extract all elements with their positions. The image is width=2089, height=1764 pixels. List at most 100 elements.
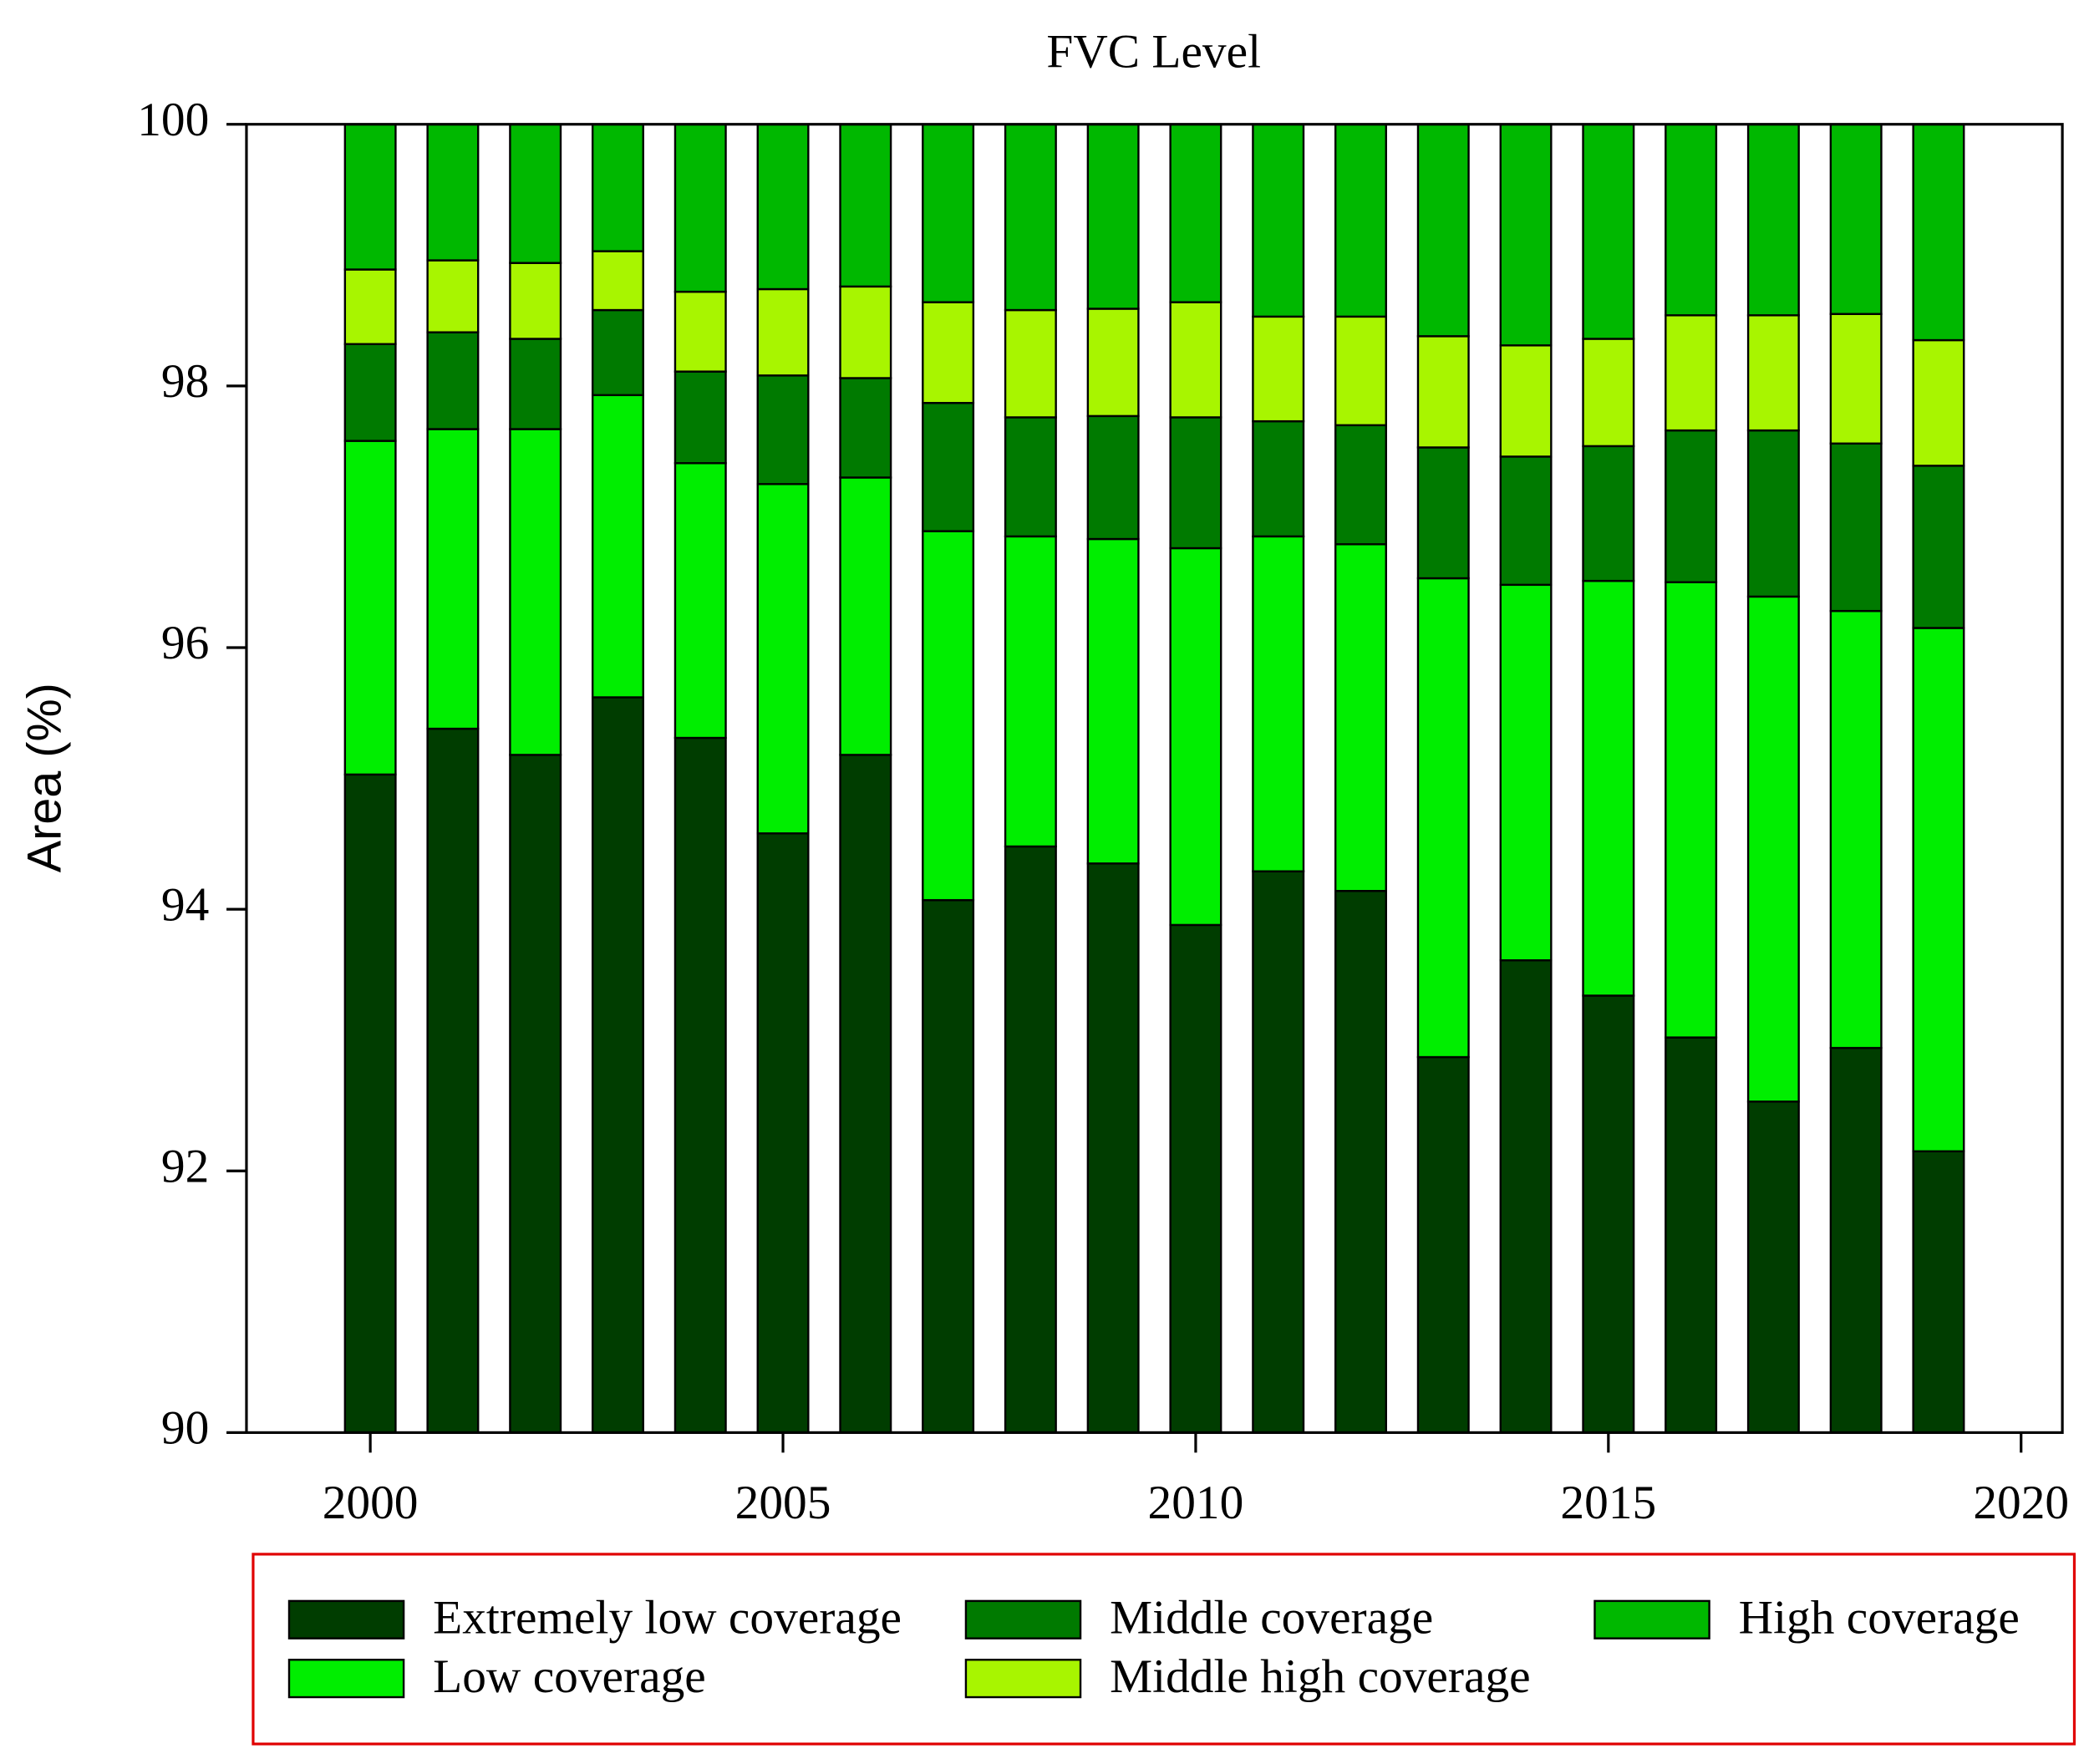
bar-segment — [839, 123, 892, 288]
bar-segment — [591, 250, 644, 312]
bar-segment — [1416, 577, 1470, 1059]
bar-segment — [922, 530, 975, 902]
bar-segment — [1582, 994, 1635, 1434]
bar-segment — [673, 290, 727, 373]
bar-segment — [1004, 845, 1057, 1434]
legend-label: High coverage — [1739, 1592, 2020, 1645]
bar-segment — [1004, 416, 1057, 538]
legend-swatch — [964, 1659, 1082, 1699]
bar-segment — [1665, 314, 1718, 432]
plot-frame — [245, 123, 2064, 1434]
bar-segment — [343, 268, 397, 345]
bar-segment — [673, 123, 727, 293]
bar-segment — [756, 374, 810, 485]
bar-segment — [1829, 1046, 1883, 1434]
bar-segment — [1829, 123, 1883, 315]
bar-segment — [922, 402, 975, 532]
bar-segment — [673, 736, 727, 1434]
bar-segment — [343, 440, 397, 776]
y-tick-label: 100 — [137, 94, 209, 146]
bar-segment — [509, 338, 562, 430]
bar-segment — [1912, 338, 1965, 467]
bar-segment — [756, 287, 810, 377]
bar-segment — [1746, 595, 1800, 1103]
bar-segment — [1665, 581, 1718, 1039]
bar-segment — [1086, 308, 1140, 418]
bar-segment — [673, 370, 727, 465]
bar-segment — [1004, 535, 1057, 848]
bar-segment — [343, 773, 397, 1434]
bar-segment — [1004, 308, 1057, 419]
bar-segment — [839, 285, 892, 379]
x-tick-label: 2005 — [735, 1477, 831, 1529]
bar-segment — [1416, 446, 1470, 580]
bar-segment — [1086, 862, 1140, 1434]
y-tick-label: 96 — [161, 617, 209, 669]
y-tick-label: 92 — [161, 1140, 209, 1192]
bar-segment — [509, 754, 562, 1434]
bar-segment — [1582, 123, 1635, 340]
x-tick-label: 2015 — [1560, 1477, 1656, 1529]
bar-segment — [426, 428, 480, 730]
bar-segment — [1499, 344, 1553, 458]
bar-segment — [1252, 123, 1305, 318]
bar-segment — [922, 123, 975, 303]
bar-segment — [591, 123, 644, 252]
bar-segment — [1169, 546, 1222, 927]
bar-segment — [591, 308, 644, 397]
bar-segment — [509, 123, 562, 264]
legend-label: Middle high coverage — [1110, 1650, 1531, 1703]
bar-segment — [1252, 315, 1305, 423]
bar-segment — [1499, 958, 1553, 1434]
y-tick-label: 90 — [161, 1402, 209, 1455]
bar-segment — [1169, 123, 1222, 303]
bar-segment — [922, 898, 975, 1434]
bar-segment — [1912, 123, 1965, 342]
bar-segment — [1004, 123, 1057, 312]
bar-segment — [1416, 123, 1470, 338]
bar-segment — [1169, 301, 1222, 419]
bar-segment — [1169, 416, 1222, 550]
bar-segment — [1252, 419, 1305, 538]
legend-label: Middle coverage — [1110, 1592, 1433, 1645]
x-tick-label: 2010 — [1148, 1477, 1244, 1529]
bar-segment — [1582, 445, 1635, 582]
bar-segment — [1912, 627, 1965, 1152]
bar-segment — [1912, 1150, 1965, 1434]
bar-segment — [1086, 414, 1140, 541]
bar-segment — [426, 727, 480, 1434]
bar-segment — [591, 696, 644, 1434]
bar-segment — [1252, 535, 1305, 872]
bar-segment — [1912, 465, 1965, 629]
bar-segment — [756, 123, 810, 291]
legend-label: Extremely low coverage — [433, 1592, 902, 1645]
bar-segment — [1746, 123, 1800, 317]
bar-segment — [343, 123, 397, 271]
bar-segment — [1086, 537, 1140, 865]
bar-segment — [1334, 424, 1387, 546]
y-tick-label: 94 — [161, 878, 209, 931]
bar-segment — [1334, 315, 1387, 427]
legend-swatch — [287, 1599, 405, 1639]
legend-label: Low coverage — [433, 1650, 706, 1703]
x-tick-label: 2020 — [1973, 1477, 2069, 1529]
bar-segment — [1829, 609, 1883, 1050]
bar-segment — [426, 259, 480, 333]
legend-swatch — [964, 1599, 1082, 1639]
bar-segment — [839, 476, 892, 756]
bar-segment — [1499, 583, 1553, 962]
y-axis-label: Area (%) — [18, 683, 72, 872]
bar-segment — [343, 343, 397, 442]
bar-segment — [1829, 313, 1883, 445]
chart-title: FVC Level — [1046, 25, 1261, 78]
bar-segment — [1665, 1036, 1718, 1434]
legend-swatch — [287, 1659, 405, 1699]
bar-segment — [839, 754, 892, 1434]
bar-segment — [1665, 123, 1718, 317]
bar-segment — [839, 377, 892, 479]
bar-segment — [1252, 870, 1305, 1434]
y-tick-label: 98 — [161, 355, 209, 408]
bar-segment — [922, 301, 975, 404]
